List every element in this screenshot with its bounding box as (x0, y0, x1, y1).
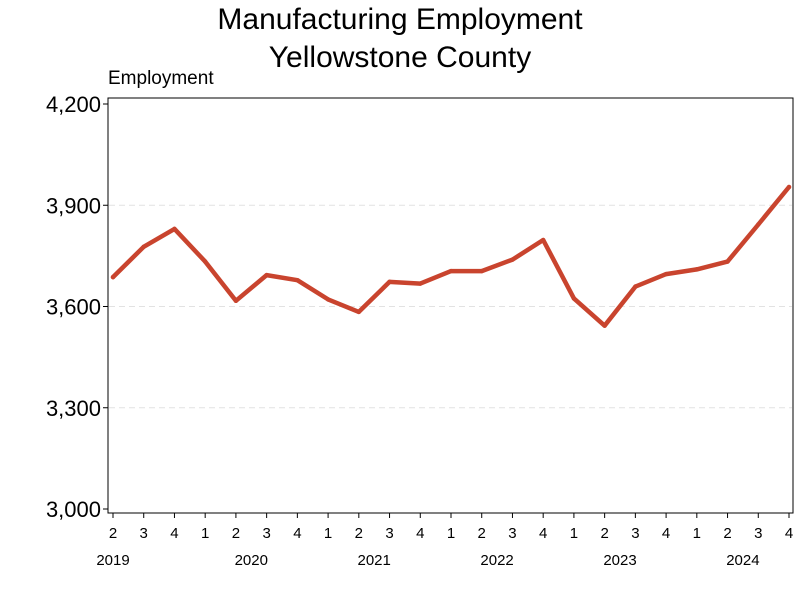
x-tick-label-quarter: 4 (785, 525, 793, 542)
x-tick-label-quarter: 3 (631, 525, 639, 542)
x-tick-label-quarter: 4 (416, 525, 424, 542)
y-tick-label: 3,000 (46, 497, 101, 522)
plot-frame (107, 97, 794, 514)
x-tick-label-quarter: 1 (324, 525, 332, 542)
x-tick-label-quarter: 3 (385, 525, 393, 542)
y-axis-label: Employment (108, 68, 214, 89)
data-point (448, 268, 454, 274)
x-year-label: 2021 (357, 552, 390, 569)
x-tick-label-quarter: 3 (262, 525, 270, 542)
x-year-label: 2020 (235, 552, 268, 569)
data-point (633, 284, 638, 289)
x-tick-label-quarter: 2 (600, 525, 608, 542)
data-point (295, 277, 300, 283)
data-point (786, 184, 792, 190)
x-tick-label-quarter: 1 (693, 525, 701, 542)
data-point (325, 297, 331, 302)
data-point (479, 268, 484, 274)
data-point (172, 226, 177, 232)
x-tick-label-quarter: 2 (478, 525, 486, 542)
x-tick-label-quarter: 4 (662, 525, 670, 542)
x-year-label: 2024 (726, 552, 759, 569)
x-tick-label-quarter: 1 (570, 525, 578, 542)
data-point (418, 281, 423, 286)
data-point (202, 259, 208, 264)
data-point (663, 271, 669, 277)
x-tick-label-quarter: 2 (232, 525, 240, 542)
x-tick-label-quarter: 3 (508, 525, 516, 542)
y-tick-label: 3,600 (46, 295, 101, 320)
data-point (264, 272, 269, 278)
x-tick-label-quarter: 1 (447, 525, 455, 542)
data-point (694, 267, 700, 272)
x-tick-label-quarter: 3 (140, 525, 148, 542)
x-tick-label-quarter: 3 (754, 525, 762, 542)
data-point (356, 309, 362, 315)
x-tick-label-quarter: 1 (201, 525, 209, 542)
data-point (233, 298, 239, 303)
x-tick-label-quarter: 2 (355, 525, 363, 542)
x-year-label: 2023 (603, 552, 636, 569)
data-point (756, 222, 761, 227)
x-tick-label-quarter: 2 (723, 525, 731, 542)
data-point (110, 274, 116, 280)
x-tick-label-quarter: 4 (293, 525, 301, 542)
data-point (510, 257, 515, 262)
x-tick-label-quarter: 4 (539, 525, 547, 542)
series-line (110, 184, 792, 328)
data-point (571, 296, 577, 301)
data-point (387, 279, 392, 285)
chart-title-line-2: Yellowstone County (268, 41, 532, 74)
data-point (602, 323, 607, 328)
y-tick-label: 4,200 (46, 92, 101, 117)
x-tick-label-quarter: 2 (109, 525, 117, 542)
x-year-label: 2019 (96, 552, 129, 569)
chart-title-line-1: Manufacturing Employment (217, 3, 583, 36)
y-tick-label: 3,300 (46, 396, 101, 421)
x-year-label: 2022 (480, 552, 513, 569)
data-point (725, 259, 730, 264)
y-tick-label: 3,900 (46, 193, 101, 218)
data-point (540, 237, 546, 243)
x-tick-label-quarter: 4 (170, 525, 178, 542)
data-point (141, 244, 146, 249)
